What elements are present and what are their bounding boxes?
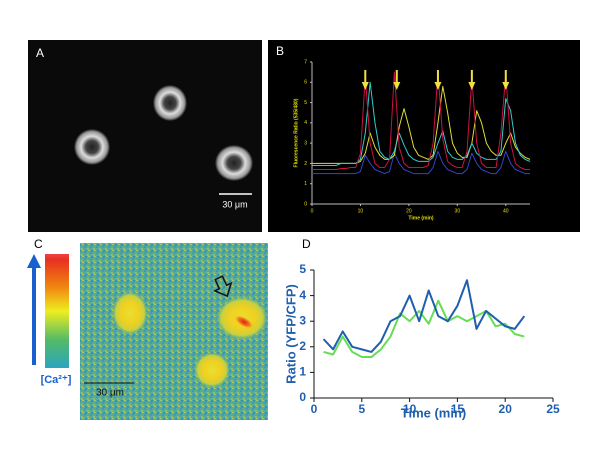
y-tick-label: 6: [304, 80, 307, 86]
x-axis-label: Time (min): [401, 405, 467, 420]
series-line: [312, 81, 531, 166]
y-tick-label: 0: [299, 390, 306, 404]
event-arrow: [502, 70, 510, 90]
y-tick-label: 3: [299, 313, 306, 327]
scale-bar-label: 30 μm: [222, 199, 247, 209]
hot-spot: [234, 315, 254, 329]
y-tick-label: 4: [299, 288, 306, 302]
pointer-arrow: [213, 275, 233, 298]
y-tick-label: 7: [304, 59, 307, 65]
y-tick-label: 3: [304, 140, 307, 146]
series-line: [312, 150, 530, 175]
event-arrow: [393, 70, 401, 90]
y-tick-label: 1: [304, 181, 307, 187]
cell: [112, 291, 148, 335]
color-bar-label: [Ca²⁺]: [41, 374, 72, 386]
y-tick-label: 1: [299, 365, 306, 379]
event-arrow: [468, 70, 476, 90]
series-line: [323, 299, 525, 359]
y-axis-label: Ratio (YFP/CFP): [283, 284, 298, 384]
scale-bar-label: 30 μm: [96, 388, 124, 399]
x-tick-label: 15: [451, 402, 465, 416]
x-tick-label: 5: [358, 402, 365, 416]
cell: [194, 352, 230, 388]
panel-label: A: [36, 46, 44, 60]
x-axis-label: Time (min): [408, 215, 434, 221]
event-arrow: [361, 70, 369, 90]
color-bar: [45, 254, 69, 368]
x-tick-label: 20: [499, 402, 513, 416]
x-tick-label: 25: [546, 402, 560, 416]
y-tick-label: 2: [304, 161, 307, 167]
x-tick-label: 0: [311, 208, 314, 214]
x-tick-label: 20: [406, 208, 412, 214]
cell: [153, 85, 187, 121]
series-line: [312, 71, 530, 171]
event-arrow: [434, 70, 442, 90]
y-axis-label: Fluorescence Ratio (535/480): [293, 98, 299, 167]
y-tick-label: 0: [304, 201, 307, 207]
panel-label: D: [302, 237, 311, 251]
series-line: [322, 279, 526, 353]
chart-background: [268, 40, 580, 232]
x-tick-label: 10: [403, 402, 417, 416]
y-tick-label: 4: [304, 120, 307, 126]
micrograph-a: [28, 40, 262, 232]
y-tick-label: 5: [299, 262, 306, 276]
cell: [215, 145, 253, 181]
cell: [74, 129, 110, 165]
panel-label: B: [276, 44, 284, 58]
x-tick-label: 0: [311, 402, 318, 416]
y-tick-label: 2: [299, 339, 306, 353]
x-tick-label: 40: [503, 208, 509, 214]
x-tick-label: 30: [455, 208, 461, 214]
y-tick-label: 5: [304, 100, 307, 106]
x-tick-label: 10: [358, 208, 364, 214]
arrow-head: [27, 254, 41, 268]
panel-label: C: [34, 237, 43, 251]
